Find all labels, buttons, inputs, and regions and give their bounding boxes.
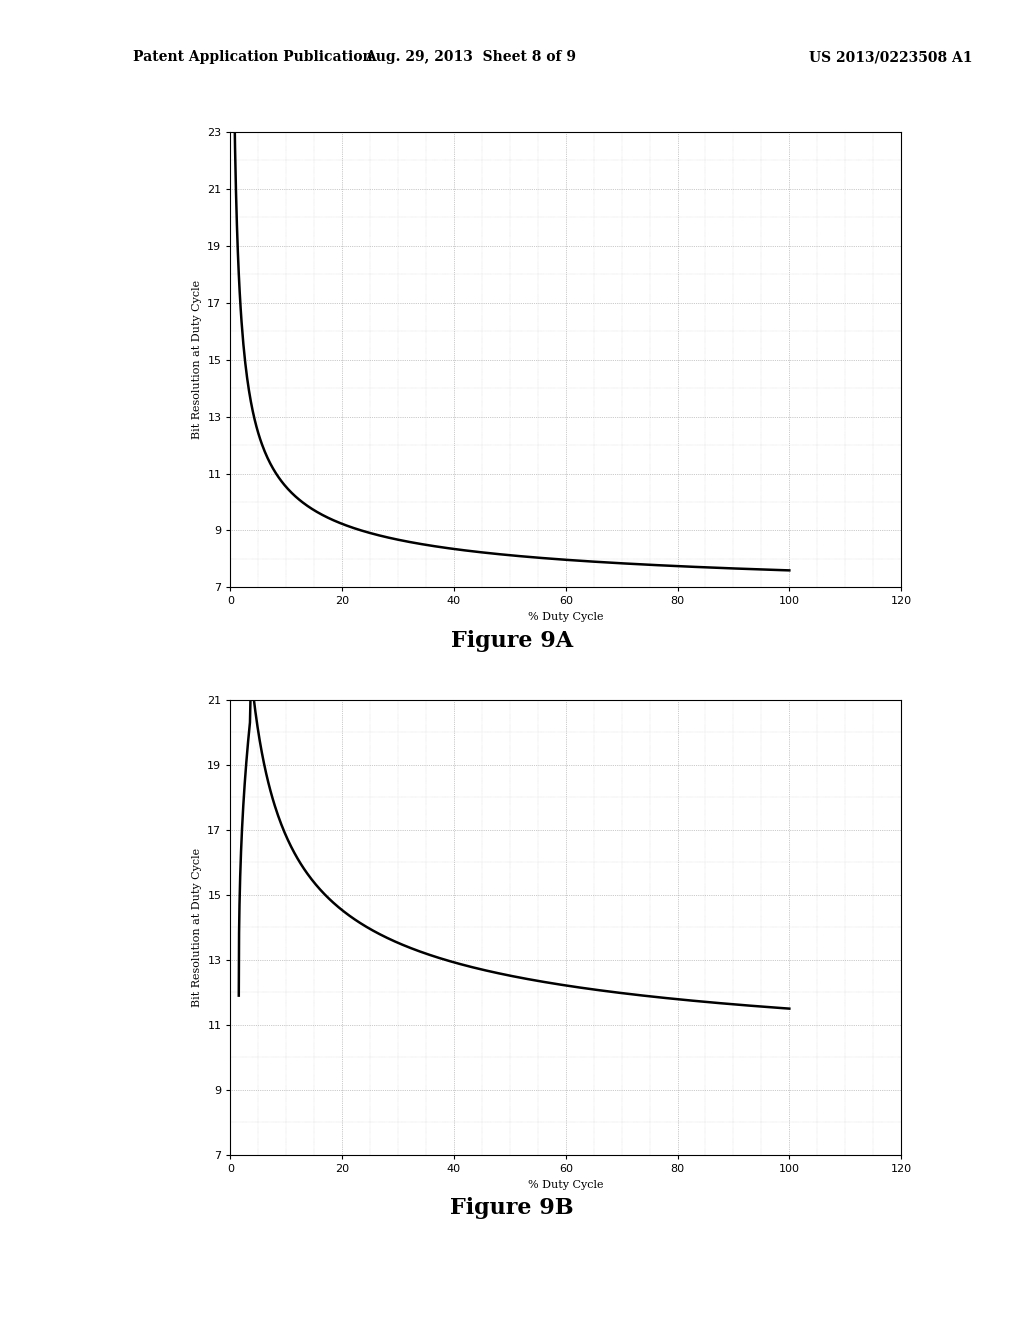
Y-axis label: Bit Resolution at Duty Cycle: Bit Resolution at Duty Cycle xyxy=(191,847,202,1007)
Text: Patent Application Publication: Patent Application Publication xyxy=(133,50,373,65)
Text: Figure 9B: Figure 9B xyxy=(451,1197,573,1220)
Text: Figure 9A: Figure 9A xyxy=(451,630,573,652)
Y-axis label: Bit Resolution at Duty Cycle: Bit Resolution at Duty Cycle xyxy=(191,280,202,440)
X-axis label: % Duty Cycle: % Duty Cycle xyxy=(528,612,603,622)
X-axis label: % Duty Cycle: % Duty Cycle xyxy=(528,1180,603,1189)
Text: US 2013/0223508 A1: US 2013/0223508 A1 xyxy=(809,50,973,65)
Text: Aug. 29, 2013  Sheet 8 of 9: Aug. 29, 2013 Sheet 8 of 9 xyxy=(366,50,577,65)
